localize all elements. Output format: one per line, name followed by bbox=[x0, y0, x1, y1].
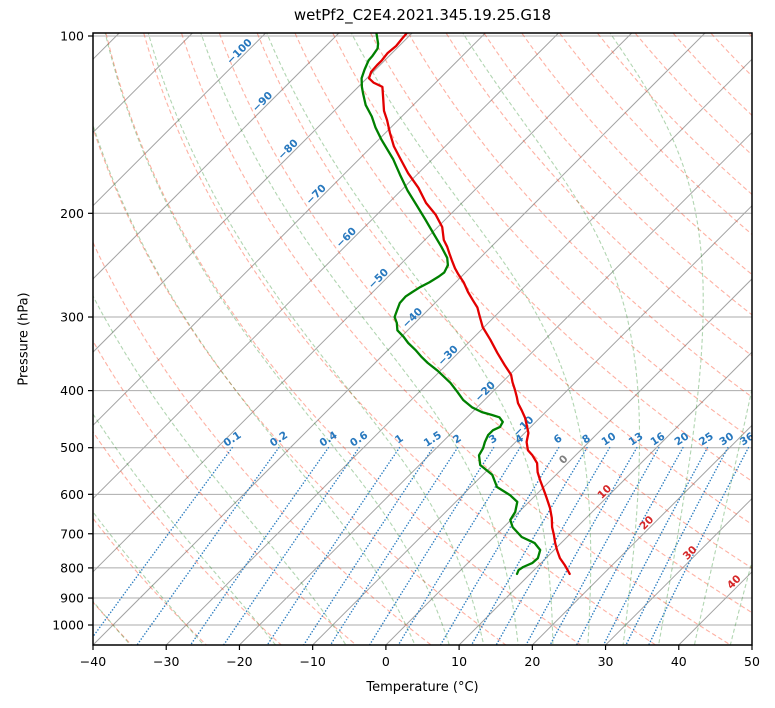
svg-text:100: 100 bbox=[60, 29, 84, 44]
svg-text:36: 36 bbox=[738, 430, 757, 448]
svg-text:10: 10 bbox=[451, 654, 467, 669]
svg-text:600: 600 bbox=[60, 487, 84, 502]
svg-text:0.4: 0.4 bbox=[317, 429, 339, 449]
svg-text:25: 25 bbox=[697, 430, 716, 448]
y-tick-labels: 100 200 300 400 500 600 700 800 900 1000 bbox=[52, 29, 84, 633]
svg-text:500: 500 bbox=[60, 440, 84, 455]
svg-text:0: 0 bbox=[382, 654, 390, 669]
mixing-ratio-labels: 0.1 0.2 0.4 0.6 1 1.5 2 3 4 6 8 10 13 16 20 25 30 36 bbox=[221, 429, 757, 449]
x-tick-labels: −40 −30 −20 −10 0 10 20 30 40 50 bbox=[80, 654, 760, 669]
svg-text:30: 30 bbox=[717, 430, 736, 448]
dewpoint-curve bbox=[360, 33, 542, 576]
svg-text:700: 700 bbox=[60, 526, 84, 541]
svg-text:13: 13 bbox=[627, 430, 646, 448]
svg-text:50: 50 bbox=[744, 654, 760, 669]
svg-text:−70: −70 bbox=[304, 182, 329, 207]
svg-text:40: 40 bbox=[725, 573, 744, 592]
mixing-ratio-lines bbox=[93, 446, 750, 645]
dry-adiabat-lines bbox=[93, 33, 752, 645]
isotherm-lines bbox=[93, 33, 752, 645]
svg-text:40: 40 bbox=[671, 654, 687, 669]
axes: −40 −30 −20 −10 0 10 20 30 40 5010020030040050060… bbox=[52, 29, 760, 670]
svg-text:−30: −30 bbox=[153, 654, 179, 669]
svg-text:300: 300 bbox=[60, 310, 84, 325]
svg-text:0.6: 0.6 bbox=[348, 429, 370, 449]
svg-text:400: 400 bbox=[60, 383, 84, 398]
svg-text:−100: −100 bbox=[225, 37, 255, 67]
svg-text:20: 20 bbox=[638, 514, 657, 533]
temperature-curve bbox=[367, 33, 571, 576]
svg-text:−90: −90 bbox=[250, 89, 275, 114]
svg-text:−30: −30 bbox=[436, 343, 461, 368]
svg-text:10: 10 bbox=[595, 483, 614, 502]
svg-text:20: 20 bbox=[524, 654, 540, 669]
moist-adiabat-lines bbox=[93, 33, 752, 645]
y-axis-label: Pressure (hPa) bbox=[16, 292, 32, 386]
svg-text:20: 20 bbox=[673, 430, 692, 448]
svg-text:10: 10 bbox=[599, 430, 618, 448]
plot-area: −100−90−80−70−60−50−40−30−20−10010203040… bbox=[93, 33, 757, 645]
svg-text:−20: −20 bbox=[226, 654, 252, 669]
svg-text:0: 0 bbox=[557, 453, 571, 467]
x-axis-label: Temperature (°C) bbox=[366, 680, 479, 695]
svg-text:−20: −20 bbox=[473, 379, 498, 404]
svg-text:−40: −40 bbox=[80, 654, 106, 669]
svg-text:1: 1 bbox=[393, 432, 406, 446]
pressure-gridlines bbox=[93, 35, 752, 626]
svg-text:2: 2 bbox=[451, 432, 464, 446]
svg-text:1.5: 1.5 bbox=[422, 429, 444, 449]
svg-text:−80: −80 bbox=[276, 137, 301, 162]
svg-text:−60: −60 bbox=[334, 225, 359, 250]
svg-text:−50: −50 bbox=[366, 266, 391, 291]
svg-text:−40: −40 bbox=[400, 306, 425, 331]
svg-text:1000: 1000 bbox=[52, 618, 84, 633]
svg-text:0.2: 0.2 bbox=[268, 429, 290, 449]
tick-marks bbox=[88, 35, 753, 650]
svg-text:0.1: 0.1 bbox=[221, 429, 243, 449]
svg-text:6: 6 bbox=[552, 432, 565, 446]
svg-text:900: 900 bbox=[60, 591, 84, 606]
svg-text:16: 16 bbox=[649, 430, 668, 448]
svg-text:30: 30 bbox=[598, 654, 614, 669]
svg-text:200: 200 bbox=[60, 206, 84, 221]
svg-text:−10: −10 bbox=[299, 654, 325, 669]
chart-title: wetPf2_C2E4.2021.345.19.25.G18 bbox=[293, 6, 552, 24]
svg-text:800: 800 bbox=[60, 560, 84, 575]
